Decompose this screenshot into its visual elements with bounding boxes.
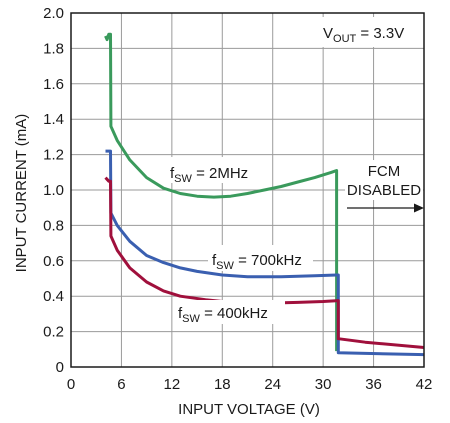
y-tick-label: 1.2 <box>43 147 64 164</box>
y-axis-label: INPUT CURRENT (mA) <box>13 114 30 273</box>
fsw-700khz-f: f <box>212 252 217 269</box>
vout-annotation: VOUT = 3.3V <box>317 17 423 47</box>
series-line-400khz <box>104 176 425 349</box>
series-line-2mhz <box>104 32 339 352</box>
fsw-700khz-value: = 700kHz <box>234 252 302 269</box>
y-tick-label: 2.0 <box>43 5 64 22</box>
x-tick-label: 24 <box>264 376 281 393</box>
vout-sub: OUT <box>333 33 357 45</box>
fcm-line2: DISABLED <box>347 182 421 199</box>
plot-frame <box>70 12 425 368</box>
y-tick-label: 1.4 <box>43 111 64 128</box>
fsw-2mhz-f: f <box>170 165 175 182</box>
y-tick-label: 1.8 <box>43 40 64 57</box>
svg-text:fSW = 2MHz: fSW = 2MHz <box>170 165 248 185</box>
x-axis-label: INPUT VOLTAGE (V) <box>178 401 320 418</box>
vout-v: V <box>323 25 333 42</box>
svg-text:fSW = 700kHz: fSW = 700kHz <box>212 252 302 272</box>
y-tick-label: 1.0 <box>43 182 64 199</box>
x-tick-label: 0 <box>67 376 75 393</box>
fsw-400khz-f: f <box>178 305 183 322</box>
svg-text:fSW = 400kHz: fSW = 400kHz <box>178 305 268 325</box>
tick-labels: 0 6 12 18 24 30 36 42 0 0.2 0.4 0.6 0.8 1.0 1.2 1.4 1.6 1… <box>43 5 432 393</box>
fcm-line1: FCM <box>368 163 401 180</box>
x-tick-label: 18 <box>214 376 231 393</box>
fsw-2mhz-sub: SW <box>174 173 192 185</box>
x-tick-label: 30 <box>315 376 332 393</box>
y-tick-label: 0.8 <box>43 217 64 234</box>
x-tick-label: 6 <box>117 376 125 393</box>
fsw-400khz-sub: SW <box>182 313 200 325</box>
fsw-2mhz-value: = 2MHz <box>192 165 248 182</box>
y-tick-label: 0.6 <box>43 253 64 270</box>
y-tick-label: 0 <box>56 359 64 376</box>
y-tick-label: 0.2 <box>43 324 64 341</box>
x-tick-label: 12 <box>164 376 181 393</box>
fcm-arrow-head <box>414 203 424 213</box>
fsw-700khz-label: fSW = 700kHz <box>208 245 313 272</box>
y-tick-label: 1.6 <box>43 76 64 93</box>
fsw-700khz-sub: SW <box>216 260 234 272</box>
fcm-disabled-annotation: FCM DISABLED <box>345 160 424 213</box>
x-tick-label: 36 <box>365 376 382 393</box>
y-tick-label: 0.4 <box>43 288 64 305</box>
fsw-400khz-value: = 400kHz <box>200 305 268 322</box>
svg-text:VOUT = 3.3V: VOUT = 3.3V <box>323 25 404 45</box>
fsw-400khz-label: fSW = 400kHz <box>175 300 285 325</box>
x-tick-label: 42 <box>416 376 433 393</box>
vout-value: = 3.3V <box>356 25 404 42</box>
series-layer <box>104 32 425 357</box>
fsw-2mhz-label: fSW = 2MHz <box>166 157 262 185</box>
